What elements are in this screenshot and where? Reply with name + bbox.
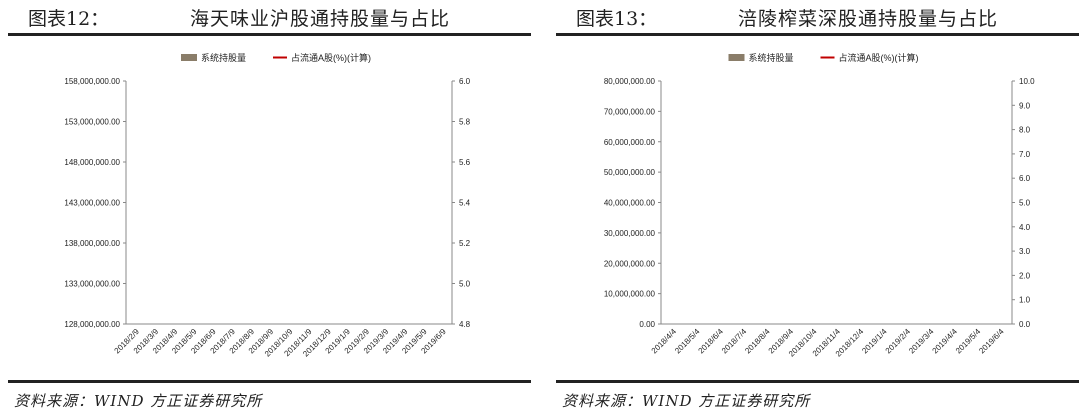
figure-label: 图表13： xyxy=(576,8,658,30)
legend-bar-swatch xyxy=(728,54,745,61)
left-axis-tick-label: 148,000,000.00 xyxy=(64,158,120,167)
right-axis-tick-label: 6.0 xyxy=(459,77,471,86)
right-axis-tick-label: 4.0 xyxy=(1019,223,1031,232)
x-axis-tick-label: 2019/6/4 xyxy=(977,327,1006,356)
right-axis-tick-label: 7.0 xyxy=(1019,150,1031,159)
top-rule xyxy=(556,33,1079,36)
right-axis-tick-label: 0.0 xyxy=(1019,320,1031,329)
left-axis-tick-label: 158,000,000.00 xyxy=(64,77,120,86)
figure-label: 图表12： xyxy=(28,8,110,30)
right-axis-tick-label: 10.0 xyxy=(1019,77,1035,86)
right-axis-tick-label: 5.0 xyxy=(1019,199,1031,208)
right-axis-tick-label: 5.4 xyxy=(459,199,471,208)
left-axis-tick-label: 20,000,000.00 xyxy=(604,259,656,268)
left-axis-tick-label: 138,000,000.00 xyxy=(64,239,120,248)
left-axis-tick-label: 153,000,000.00 xyxy=(64,118,120,127)
figure-title: 海天味业沪股通持股量与占比 xyxy=(190,8,451,30)
right-axis-tick-label: 8.0 xyxy=(1019,126,1031,135)
right-axis-tick-label: 5.6 xyxy=(459,158,471,167)
chart-12: 系统持股量 占流通A股(%)(计算) 128,000,000.00 133,000,0… xyxy=(64,52,471,359)
legend-label-ratio: 占流通A股(%)(计算) xyxy=(291,52,371,63)
legend-label-ratio: 占流通A股(%)(计算) xyxy=(839,52,919,63)
left-axis-tick-label: 143,000,000.00 xyxy=(64,199,120,208)
top-rule xyxy=(8,33,531,36)
source-note: 资料来源：WIND 方正证券研究所 xyxy=(14,392,263,410)
figure-panel-13: 图表13： 涪陵榨菜深股通持股量与占比 系统持股量 占流通A股(%)(计算) 0.0… xyxy=(556,0,1079,417)
legend-label-holdings: 系统持股量 xyxy=(749,52,794,63)
left-axis-tick-label: 70,000,000.00 xyxy=(604,107,656,116)
left-axis-tick-label: 0.00 xyxy=(639,320,655,329)
right-axis-tick-label: 5.8 xyxy=(459,118,471,127)
left-axis-tick-label: 50,000,000.00 xyxy=(604,168,656,177)
legend-bar-swatch xyxy=(181,54,197,61)
right-axis-tick-label: 1.0 xyxy=(1019,296,1031,305)
left-axis-tick-label: 30,000,000.00 xyxy=(604,229,656,238)
left-axis-tick-label: 60,000,000.00 xyxy=(604,138,656,147)
legend-label-holdings: 系统持股量 xyxy=(201,52,246,63)
right-axis-tick-label: 3.0 xyxy=(1019,247,1031,256)
right-axis-tick-label: 2.0 xyxy=(1019,271,1031,280)
left-axis-tick-label: 40,000,000.00 xyxy=(604,199,656,208)
bottom-rule xyxy=(8,380,531,383)
left-axis-tick-label: 133,000,000.00 xyxy=(64,280,120,289)
figure-heading: 图表13： 涪陵榨菜深股通持股量与占比 xyxy=(556,4,1079,30)
right-axis-tick-label: 5.2 xyxy=(459,239,471,248)
figure-title: 涪陵榨菜深股通持股量与占比 xyxy=(738,8,999,30)
left-axis-tick-label: 80,000,000.00 xyxy=(604,77,656,86)
right-axis-tick-label: 6.0 xyxy=(1019,174,1031,183)
figure-panel-12: 图表12： 海天味业沪股通持股量与占比 系统持股量 占流通A股(%)(计算) 128… xyxy=(8,0,531,417)
left-axis-tick-label: 128,000,000.00 xyxy=(64,320,120,329)
right-axis-tick-label: 9.0 xyxy=(1019,101,1031,110)
chart-13: 系统持股量 占流通A股(%)(计算) 0.00 10,000,000.00 20,000… xyxy=(604,52,1035,359)
left-axis-tick-label: 10,000,000.00 xyxy=(604,290,656,299)
source-note: 资料来源：WIND 方正证券研究所 xyxy=(562,392,811,410)
right-axis-tick-label: 5.0 xyxy=(459,280,471,289)
right-axis-tick-label: 4.8 xyxy=(459,320,471,329)
bottom-rule xyxy=(556,380,1079,383)
figure-heading: 图表12： 海天味业沪股通持股量与占比 xyxy=(8,4,531,30)
